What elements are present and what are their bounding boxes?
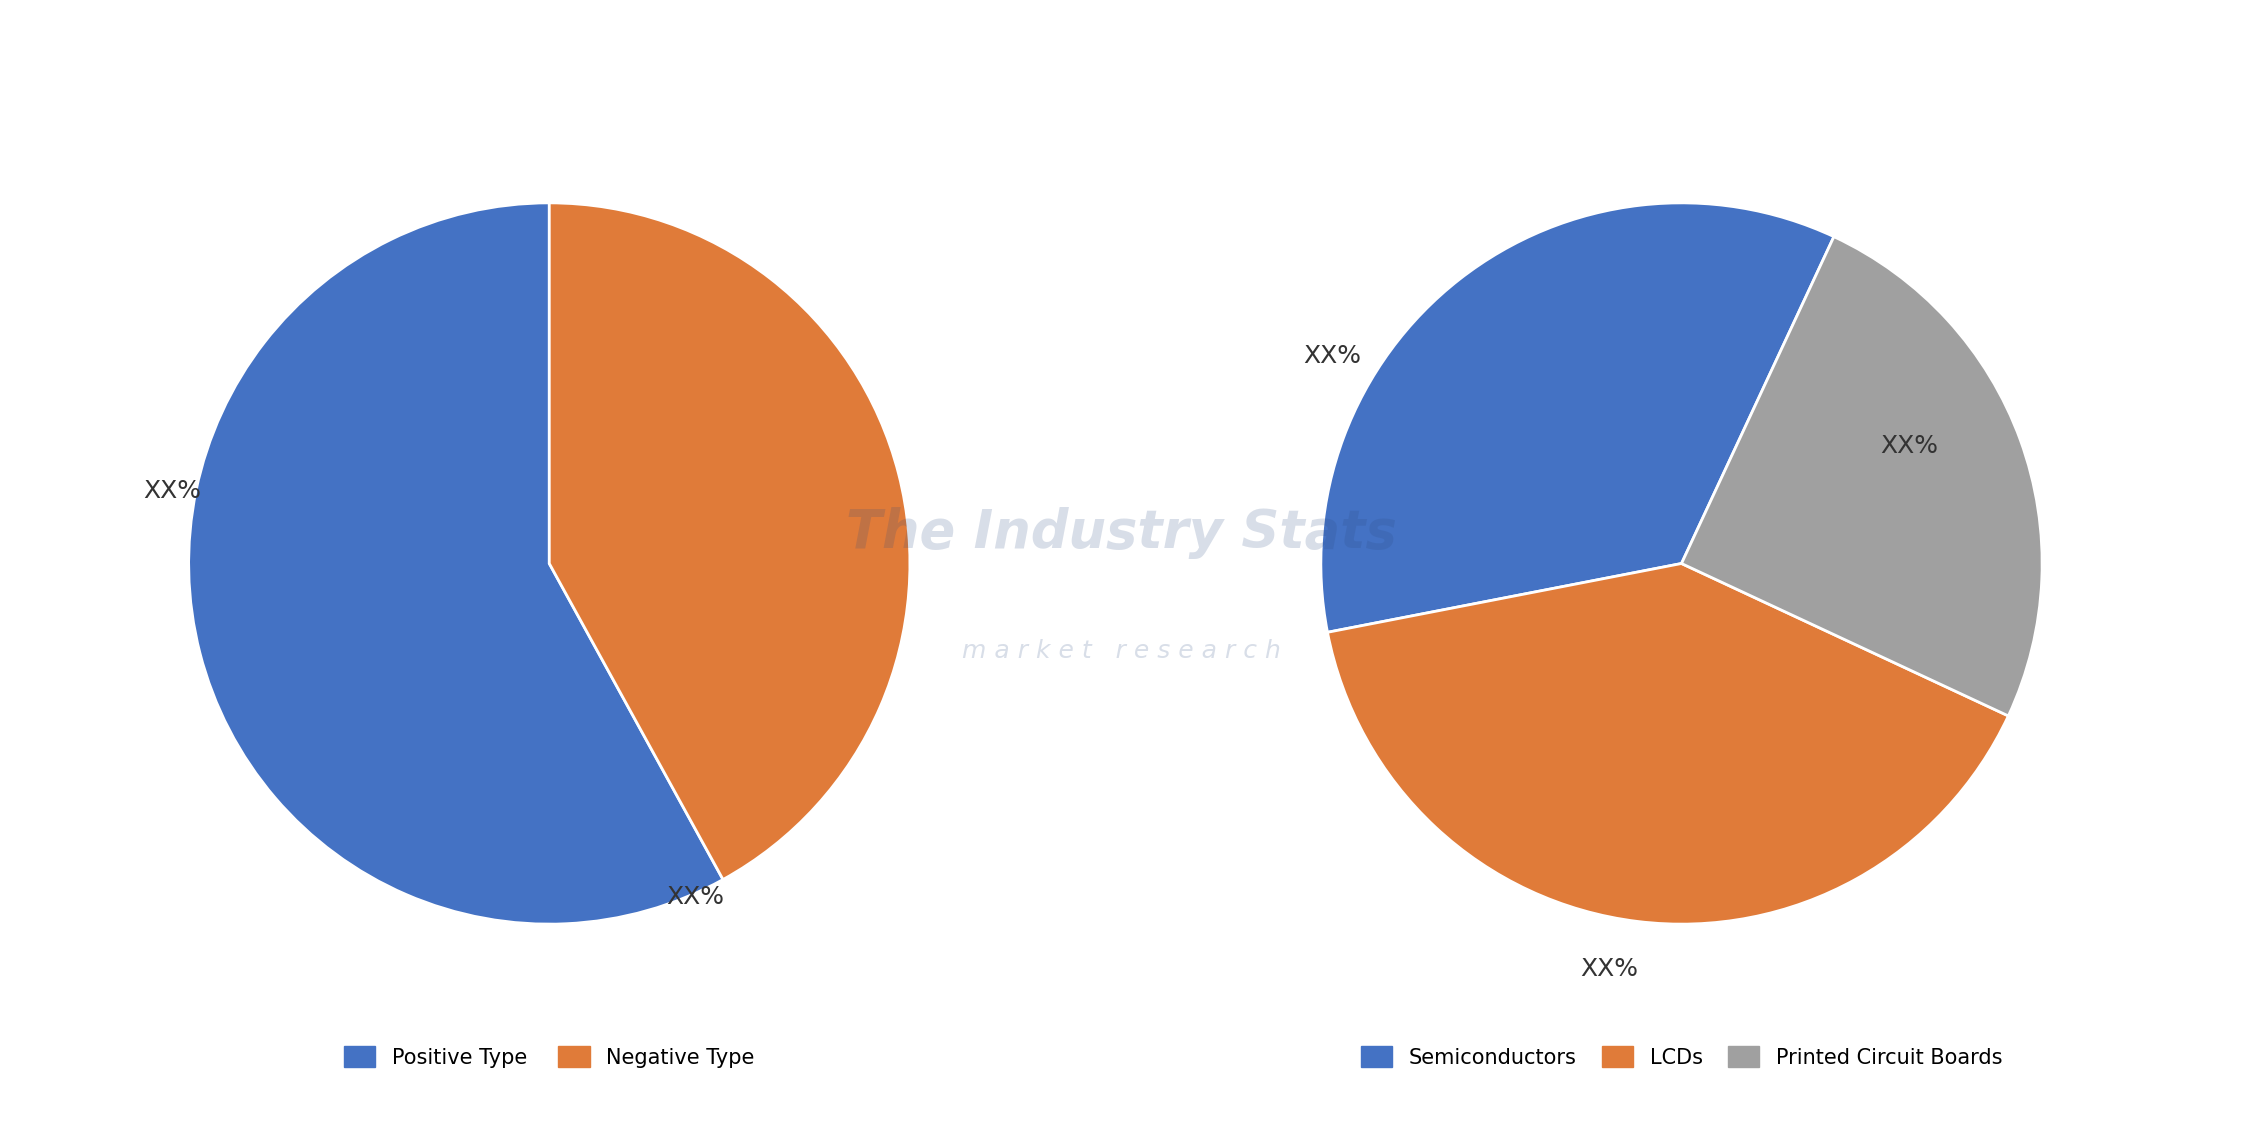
Text: XX%: XX% [666,885,724,909]
Text: Fig. Global Electron Beam Resists Market Share by Product Types & Application: Fig. Global Electron Beam Resists Market… [27,36,1395,65]
Wedge shape [188,203,722,924]
Text: Email: sales@theindustrystats.com: Email: sales@theindustrystats.com [928,1077,1314,1095]
Text: XX%: XX% [1303,344,1361,369]
Legend: Positive Type, Negative Type: Positive Type, Negative Type [336,1038,762,1076]
Text: m a r k e t   r e s e a r c h: m a r k e t r e s e a r c h [962,639,1280,663]
Wedge shape [1682,237,2042,716]
Text: XX%: XX% [1879,434,1937,459]
Legend: Semiconductors, LCDs, Printed Circuit Boards: Semiconductors, LCDs, Printed Circuit Bo… [1352,1038,2011,1076]
Text: XX%: XX% [1581,957,1639,982]
Text: XX%: XX% [143,479,202,504]
Text: Source: Theindustrystats Analysis: Source: Theindustrystats Analysis [22,1077,397,1095]
Wedge shape [1321,203,1834,632]
Wedge shape [549,203,910,879]
Wedge shape [1327,564,2009,924]
Text: Website: www.theindustrystats.com: Website: www.theindustrystats.com [1821,1077,2220,1095]
Text: The Industry Stats: The Industry Stats [845,506,1397,559]
